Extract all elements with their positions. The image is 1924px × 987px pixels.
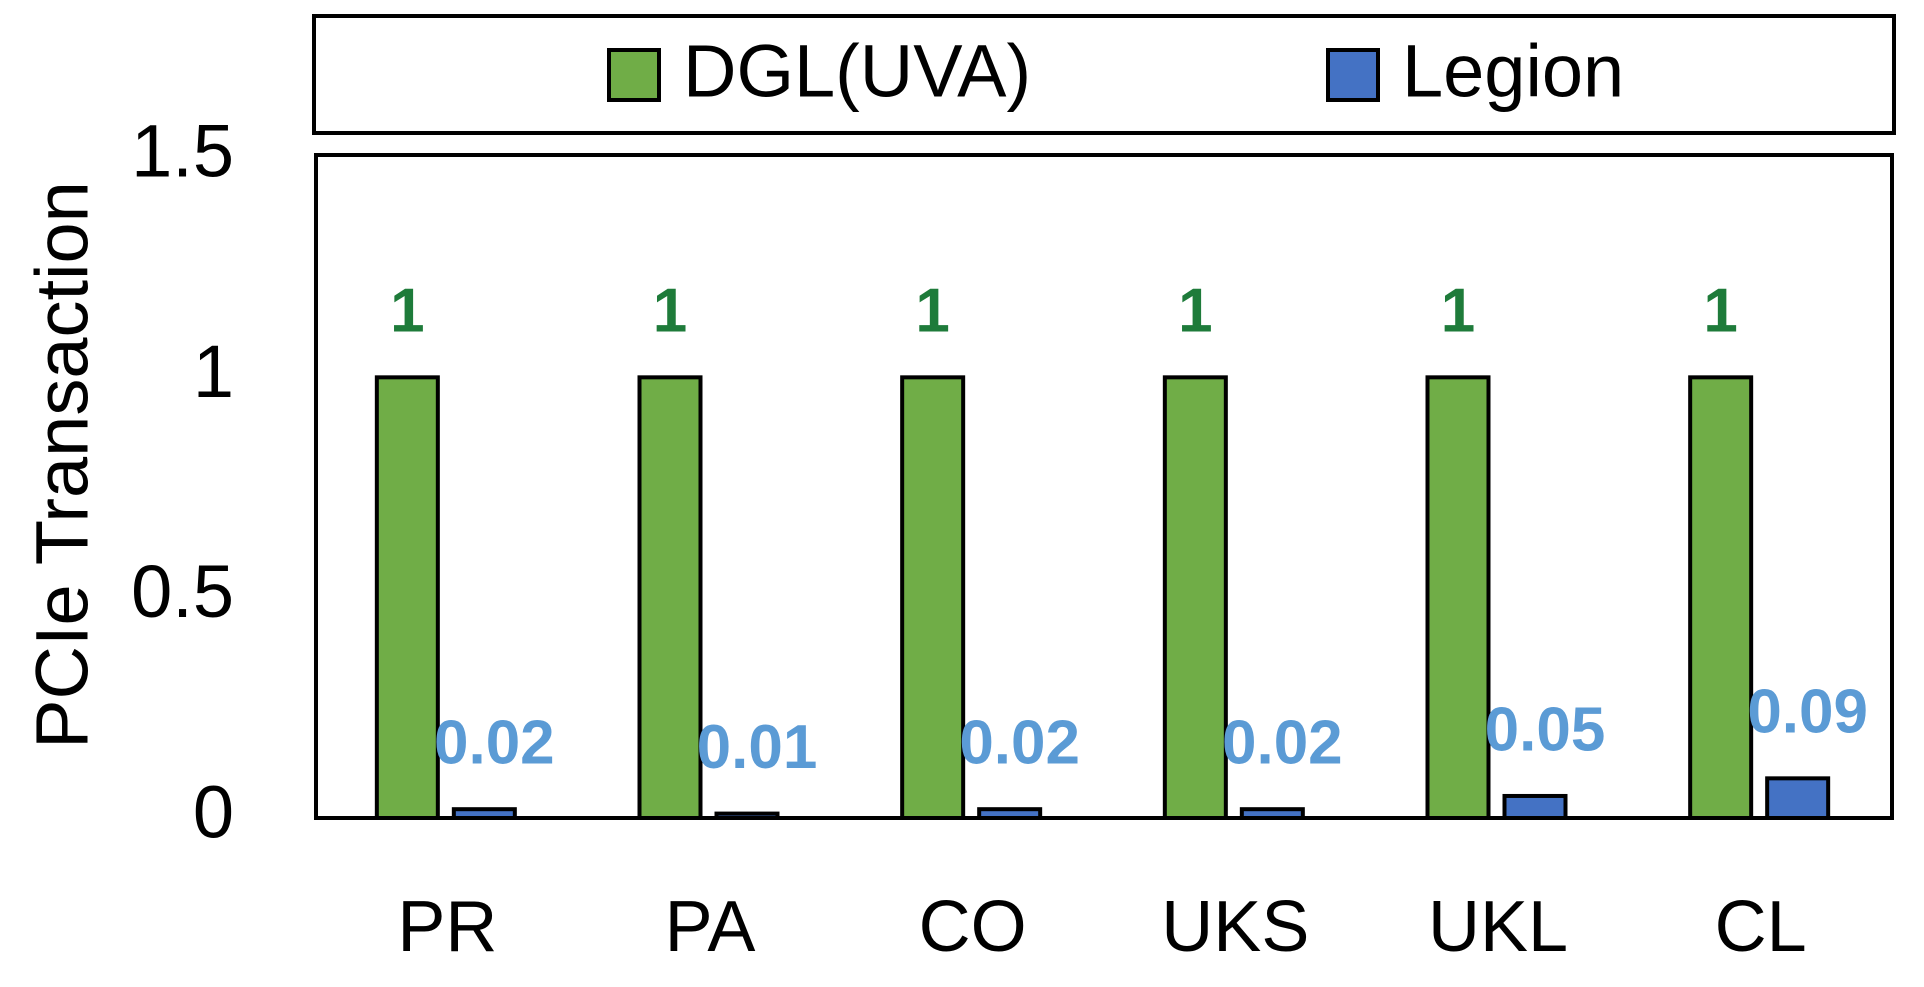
y-tick-label: 0 — [193, 771, 234, 854]
value-label: 1 — [1441, 277, 1475, 346]
y-tick-label: 1 — [193, 330, 234, 413]
y-tick-label: 1.5 — [131, 110, 234, 193]
bar — [1239, 807, 1305, 820]
value-label: 0.09 — [1747, 678, 1868, 747]
bar — [1502, 793, 1568, 821]
bar — [1425, 375, 1491, 820]
bar — [637, 375, 703, 820]
bar — [900, 375, 966, 820]
bar — [1765, 776, 1831, 821]
x-tick-label: UKS — [1161, 887, 1309, 967]
value-label: 1 — [653, 277, 687, 346]
legend-label: Legion — [1402, 30, 1624, 113]
legend-box — [312, 14, 1896, 135]
plot-frame — [314, 153, 1894, 820]
value-label: 1 — [915, 277, 949, 346]
x-tick-label: CL — [1715, 887, 1807, 967]
legend-label: DGL(UVA) — [683, 30, 1031, 113]
legend-swatch — [607, 48, 661, 102]
bar — [374, 375, 440, 820]
x-tick-label: PA — [665, 887, 756, 967]
bar — [451, 807, 517, 820]
bar — [1688, 375, 1754, 820]
x-tick-label: UKL — [1428, 887, 1568, 967]
value-label: 1 — [1703, 277, 1737, 346]
legend-swatch — [1326, 48, 1380, 102]
value-label: 1 — [1178, 277, 1212, 346]
y-tick-label: 0.5 — [131, 550, 234, 633]
value-label: 0.01 — [697, 713, 818, 782]
value-label: 0.02 — [1222, 709, 1343, 778]
bar — [714, 811, 780, 820]
value-label: 1 — [390, 277, 424, 346]
bar — [977, 807, 1043, 820]
bar — [1162, 375, 1228, 820]
value-label: 0.02 — [434, 709, 555, 778]
value-label: 0.02 — [959, 709, 1080, 778]
x-tick-label: CO — [919, 887, 1027, 967]
x-tick-label: PR — [397, 887, 497, 967]
value-label: 0.05 — [1485, 695, 1606, 764]
y-axis-title: PCIe Transaction — [21, 181, 104, 749]
